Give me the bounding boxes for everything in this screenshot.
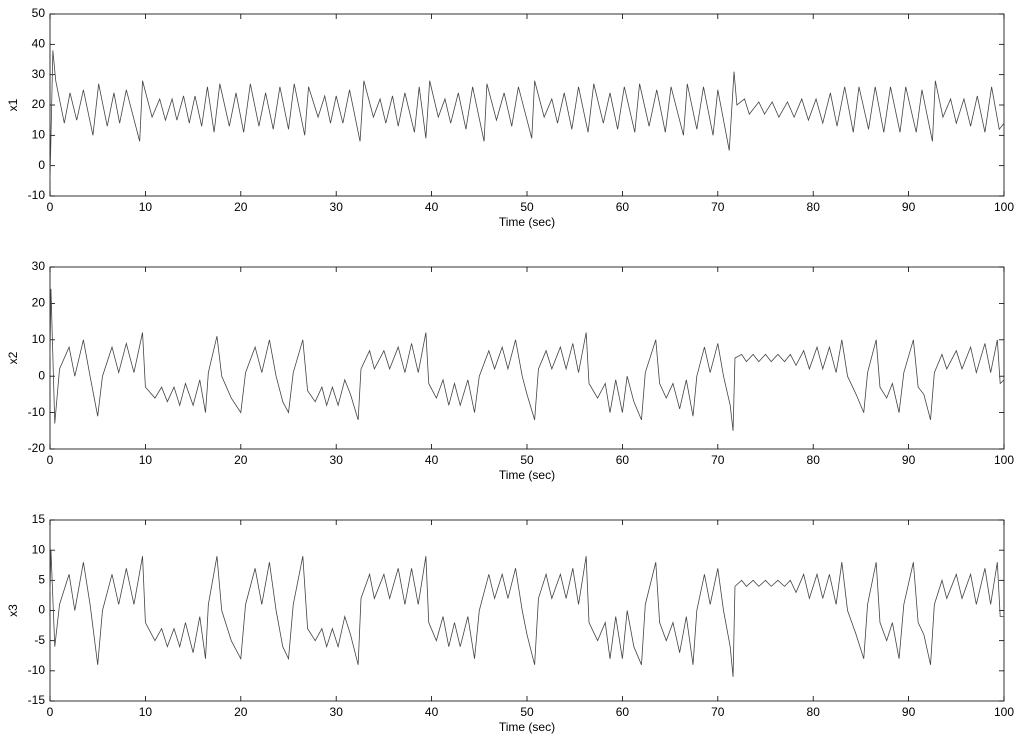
y-tick-label: 20 xyxy=(32,296,46,310)
x-tick-label: 30 xyxy=(330,705,344,719)
x-tick-label: 30 xyxy=(330,453,344,467)
y-tick-label: 0 xyxy=(38,158,45,172)
y-tick-label: 5 xyxy=(38,573,45,587)
x-tick-label: 90 xyxy=(902,200,916,214)
data-line xyxy=(49,50,1005,181)
y-axis-label: x2 xyxy=(6,351,20,364)
x-tick-label: 10 xyxy=(139,453,153,467)
y-tick-label: 30 xyxy=(32,259,46,273)
x-tick-label: 50 xyxy=(520,200,534,214)
plot-area xyxy=(49,519,1005,702)
x-tick-label: 70 xyxy=(711,705,725,719)
x-tick-label: 20 xyxy=(234,200,248,214)
x-tick-label: 80 xyxy=(807,200,821,214)
y-tick-label: -5 xyxy=(34,633,45,647)
y-tick-label: 40 xyxy=(32,37,46,51)
x-tick-label: 30 xyxy=(330,200,344,214)
y-axis-label: x1 xyxy=(6,98,20,111)
x-tick-label: 80 xyxy=(807,705,821,719)
y-axis-label: x3 xyxy=(6,604,20,617)
y-tick-label: -10 xyxy=(28,188,46,202)
x-tick-label: 70 xyxy=(711,200,725,214)
x-tick-label: 20 xyxy=(234,705,248,719)
x-tick-label: 80 xyxy=(807,453,821,467)
y-tick-label: 10 xyxy=(32,332,46,346)
x-tick-label: 0 xyxy=(47,453,54,467)
x-axis-label: Time (sec) xyxy=(499,215,555,229)
y-tick-label: 0 xyxy=(38,603,45,617)
x-tick-label: 100 xyxy=(994,705,1014,719)
y-tick-label: 10 xyxy=(32,128,46,142)
y-tick-label: 15 xyxy=(32,512,46,526)
x-tick-label: 0 xyxy=(47,200,54,214)
plot-area xyxy=(49,13,1005,197)
x-tick-label: 60 xyxy=(616,200,630,214)
x-tick-label: 10 xyxy=(139,705,153,719)
x-tick-label: 90 xyxy=(902,453,916,467)
x-tick-label: 100 xyxy=(994,200,1014,214)
x-tick-label: 100 xyxy=(994,453,1014,467)
data-line xyxy=(49,550,1004,677)
y-tick-label: 0 xyxy=(38,368,45,382)
plot-area xyxy=(49,266,1005,450)
x-tick-label: 40 xyxy=(425,453,439,467)
x-tick-label: 60 xyxy=(616,705,630,719)
y-tick-label: -10 xyxy=(28,405,46,419)
x-tick-label: 90 xyxy=(902,705,916,719)
y-tick-label: -15 xyxy=(28,693,46,707)
y-tick-label: -10 xyxy=(28,663,46,677)
x-tick-label: 50 xyxy=(520,453,534,467)
x-tick-label: 10 xyxy=(139,200,153,214)
x-tick-label: 20 xyxy=(234,453,248,467)
y-tick-label: 10 xyxy=(32,542,46,556)
data-line xyxy=(49,288,1005,431)
y-tick-label: -20 xyxy=(28,441,46,455)
y-tick-label: 20 xyxy=(32,97,46,111)
x-axis-label: Time (sec) xyxy=(499,720,555,734)
y-tick-label: 30 xyxy=(32,67,46,81)
x-tick-label: 60 xyxy=(616,453,630,467)
x-tick-label: 40 xyxy=(425,200,439,214)
x-tick-label: 50 xyxy=(520,705,534,719)
x-axis-label: Time (sec) xyxy=(499,468,555,482)
x-tick-label: 0 xyxy=(47,705,54,719)
x-tick-label: 70 xyxy=(711,453,725,467)
y-tick-label: 50 xyxy=(32,6,46,20)
x-tick-label: 40 xyxy=(425,705,439,719)
